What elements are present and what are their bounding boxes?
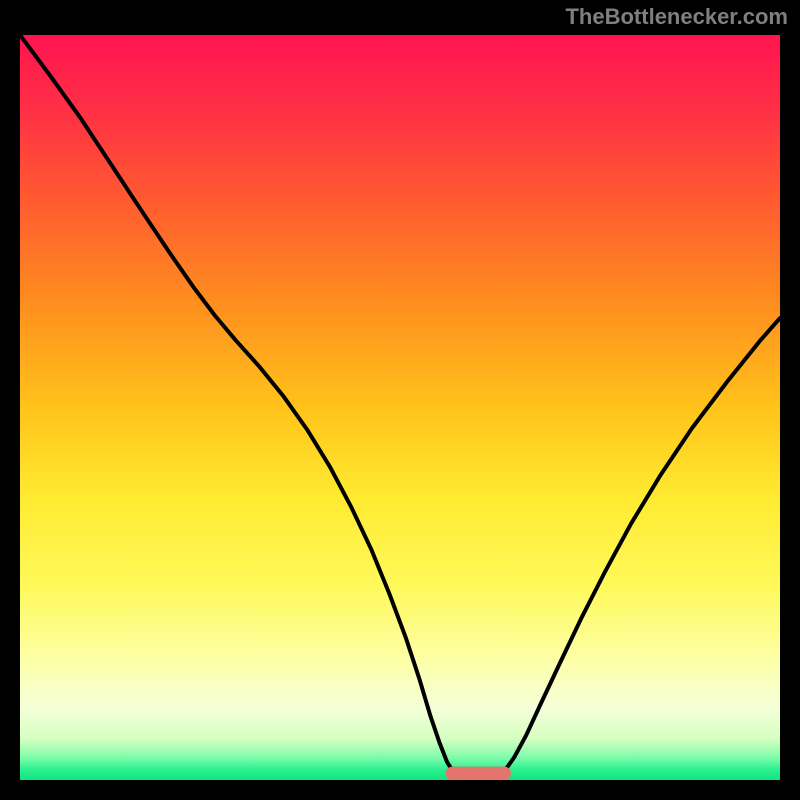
optimal-zone-pill <box>446 767 511 780</box>
chart-plot-area <box>20 35 780 780</box>
chart-svg <box>20 35 780 780</box>
gradient-background <box>20 35 780 780</box>
watermark-text: TheBottlenecker.com <box>565 4 788 30</box>
